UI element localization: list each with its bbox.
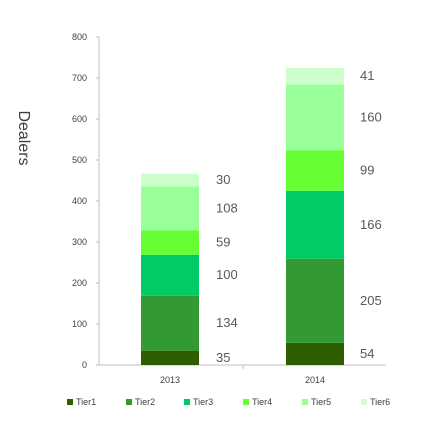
legend-swatch-tier5 xyxy=(302,399,308,405)
category-label-2014: 2014 xyxy=(305,375,325,385)
legend-label-tier4: Tier4 xyxy=(252,397,272,407)
data-label-tier3-2014: 166 xyxy=(360,217,382,232)
legend-swatch-tier1 xyxy=(67,399,73,405)
bar-segment-tier6-2013 xyxy=(141,173,199,187)
y-tick-label: 100 xyxy=(72,319,87,329)
data-label-tier5-2013: 108 xyxy=(216,200,238,215)
bar-segment-tier2-2014 xyxy=(286,258,344,343)
y-tick-label: 800 xyxy=(72,32,87,42)
bar-segment-tier1-2014 xyxy=(286,342,344,365)
legend: Tier1 Tier2 Tier3 Tier4 Tier5 Tier6 xyxy=(67,397,390,407)
y-tick-label: 600 xyxy=(72,114,87,124)
y-tick-label: 400 xyxy=(72,196,87,206)
y-tick-label: 700 xyxy=(72,73,87,83)
data-label-tier4-2013: 59 xyxy=(216,235,230,250)
data-label-tier5-2014: 160 xyxy=(360,109,382,124)
bar-segment-tier3-2014 xyxy=(286,190,344,259)
legend-swatch-tier4 xyxy=(243,399,249,405)
y-tick-label: 500 xyxy=(72,155,87,165)
bar-segment-tier6-2014 xyxy=(286,67,344,85)
legend-swatch-tier2 xyxy=(126,399,132,405)
bar-segment-tier5-2013 xyxy=(141,186,199,231)
data-label-tier1-2013: 35 xyxy=(216,350,230,365)
bar-segment-tier4-2013 xyxy=(141,230,199,255)
bar-segment-tier3-2013 xyxy=(141,254,199,296)
category-labels: 2013 2014 xyxy=(160,375,325,385)
legend-label-tier5: Tier5 xyxy=(311,397,331,407)
legend-label-tier1: Tier1 xyxy=(76,397,96,407)
data-label-tier6-2013: 30 xyxy=(216,172,230,187)
legend-swatch-tier6 xyxy=(361,399,367,405)
category-label-2013: 2013 xyxy=(160,375,180,385)
bar-segment-tier4-2014 xyxy=(286,150,344,191)
data-label-tier4-2014: 99 xyxy=(360,162,374,177)
legend-label-tier2: Tier2 xyxy=(135,397,155,407)
y-tick-label: 200 xyxy=(72,278,87,288)
bar-segment-tier5-2014 xyxy=(286,84,344,151)
legend-label-tier3: Tier3 xyxy=(193,397,213,407)
bar-segment-tier1-2013 xyxy=(141,350,199,365)
legend-label-tier6: Tier6 xyxy=(370,397,390,407)
data-label-tier3-2013: 100 xyxy=(216,267,238,282)
data-labels: 35 134 100 59 108 30 54 205 166 99 160 41 xyxy=(216,68,382,365)
data-label-tier2-2014: 205 xyxy=(360,293,382,308)
y-tick-label: 0 xyxy=(82,360,87,370)
y-tick-labels: 0 100 200 300 400 500 600 700 800 xyxy=(72,32,87,370)
data-label-tier2-2013: 134 xyxy=(216,315,238,330)
bar-segment-tier2-2013 xyxy=(141,295,199,351)
legend-swatch-tier3 xyxy=(184,399,190,405)
y-tick-label: 300 xyxy=(72,237,87,247)
bars xyxy=(141,67,344,365)
data-label-tier6-2014: 41 xyxy=(360,68,374,83)
data-label-tier1-2014: 54 xyxy=(360,346,374,361)
y-axis-label: Dealers xyxy=(15,110,32,165)
